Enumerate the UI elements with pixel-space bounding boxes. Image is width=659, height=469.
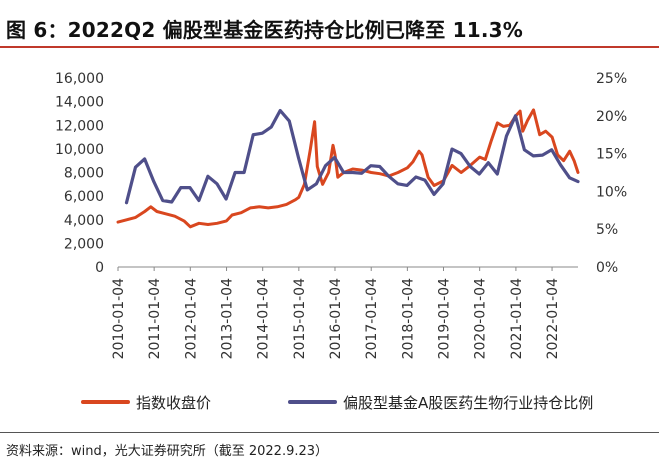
x-tick-label: 2013-01-04 bbox=[220, 278, 236, 359]
y-right-tick-label: 5% bbox=[596, 222, 618, 238]
y-right-tick-label: 25% bbox=[596, 71, 627, 87]
x-tick-label: 2022-01-04 bbox=[545, 278, 561, 359]
y-left-tick-label: 2,000 bbox=[64, 236, 104, 252]
y-left-tick-label: 6,000 bbox=[64, 189, 104, 205]
footer-rule bbox=[0, 432, 659, 433]
x-tick-label: 2010-01-04 bbox=[111, 278, 127, 359]
y-left-tick-label: 4,000 bbox=[64, 213, 104, 229]
x-tick-label: 2015-01-04 bbox=[292, 278, 308, 359]
chart-title: 图 6：2022Q2 偏股型基金医药持仓比例已降至 11.3% bbox=[6, 18, 523, 42]
y-left-tick-label: 10,000 bbox=[55, 142, 104, 158]
y-left-tick-label: 0 bbox=[95, 260, 104, 276]
y-left-tick-label: 16,000 bbox=[55, 71, 104, 87]
y-left-tick-label: 14,000 bbox=[55, 95, 104, 111]
x-tick-label: 2018-01-04 bbox=[400, 278, 416, 359]
x-tick-label: 2020-01-04 bbox=[473, 278, 489, 359]
x-tick-label: 2012-01-04 bbox=[183, 278, 199, 359]
y-left-tick-label: 12,000 bbox=[55, 118, 104, 134]
legend-label: 偏股型基金A股医药生物行业持仓比例 bbox=[343, 394, 593, 412]
x-tick-label: 2011-01-04 bbox=[147, 278, 163, 359]
x-tick-label: 2021-01-04 bbox=[509, 278, 525, 359]
y-right-tick-label: 0% bbox=[596, 260, 618, 276]
series-line-index-close bbox=[116, 108, 580, 229]
y-right-tick-label: 20% bbox=[596, 109, 627, 125]
source-note: 资料来源：wind，光大证券研究所（截至 2022.9.23） bbox=[6, 444, 329, 459]
series-line-pharma-holding bbox=[124, 108, 580, 205]
x-tick-label: 2019-01-04 bbox=[437, 278, 453, 359]
y-left-tick-label: 8,000 bbox=[64, 166, 104, 182]
title-rule bbox=[0, 46, 659, 48]
y-right-tick-label: 15% bbox=[596, 147, 627, 163]
legend-label: 指数收盘价 bbox=[136, 394, 211, 412]
y-right-tick-label: 10% bbox=[596, 184, 627, 200]
x-tick-label: 2014-01-04 bbox=[256, 278, 272, 359]
x-tick-label: 2016-01-04 bbox=[328, 278, 344, 359]
x-tick-label: 2017-01-04 bbox=[364, 278, 380, 359]
